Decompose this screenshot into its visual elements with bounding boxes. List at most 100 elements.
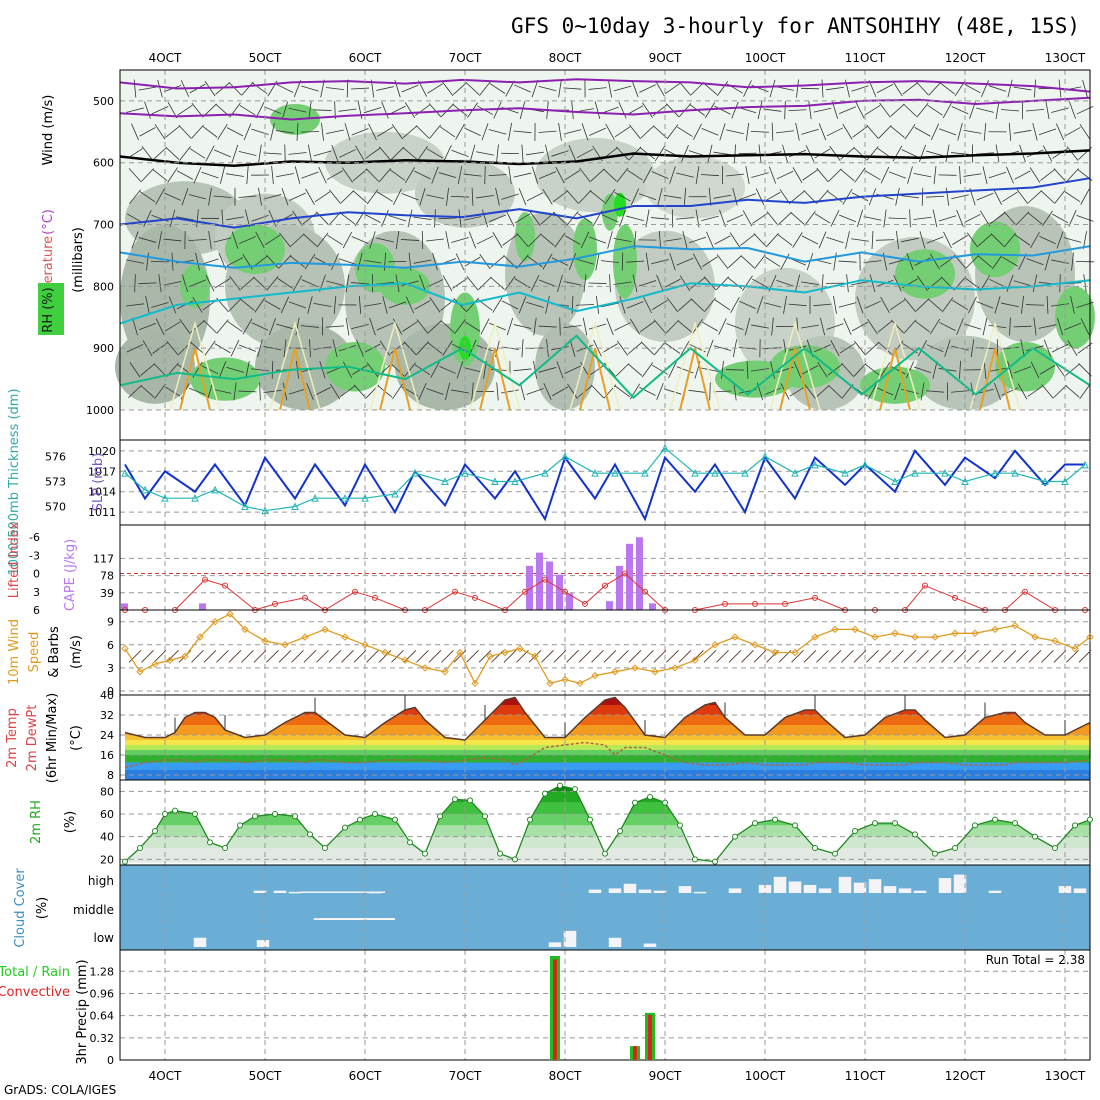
wind-barb	[1083, 231, 1087, 249]
wind-barb	[243, 123, 252, 141]
wind-barb	[1051, 303, 1069, 307]
wind-barb	[389, 169, 406, 181]
wind-barb	[342, 167, 353, 183]
wind-barb	[131, 231, 139, 249]
wind-barb	[164, 386, 181, 397]
ylabel-li: Lifted Index	[7, 521, 22, 598]
surface-wind-barb	[391, 650, 404, 663]
wind-barb	[889, 365, 906, 375]
wind-barb	[545, 144, 550, 163]
wind-speed-marker	[911, 633, 919, 641]
thickness-marker	[541, 469, 549, 477]
rh-marker	[162, 811, 168, 817]
wind-barb	[866, 146, 879, 161]
wind-barb	[316, 211, 329, 226]
wind-barb	[725, 369, 745, 371]
wind-barb	[356, 339, 364, 357]
high-cloud-bar	[788, 881, 802, 893]
surface-wind-barb	[791, 650, 804, 663]
wind-barb	[178, 124, 192, 139]
isotherm-line	[119, 334, 1091, 399]
rh-marker	[587, 816, 593, 823]
precip-convective-bar	[648, 1014, 652, 1060]
wind-speed-marker	[241, 625, 249, 634]
wind-barb	[519, 101, 526, 119]
wind-speed-marker	[486, 652, 494, 661]
thickness-marker	[411, 469, 419, 477]
wind-barb	[970, 339, 975, 358]
surface-wind-barb	[978, 650, 992, 663]
wind-barb	[896, 231, 899, 249]
isotherm-line	[119, 245, 1091, 269]
wind-barb	[327, 234, 343, 246]
wind-barb	[526, 301, 544, 308]
wind-barb	[977, 233, 993, 247]
wind-barb	[251, 215, 269, 222]
wind-barb	[616, 146, 629, 161]
wind-barb	[813, 107, 832, 113]
wind-barb	[1054, 362, 1066, 378]
wind-barb	[869, 274, 876, 293]
y-tick-label: 600	[93, 157, 114, 170]
rh-high-shade	[380, 267, 430, 305]
wind-barb	[531, 79, 539, 98]
surface-wind-barb	[353, 650, 367, 663]
wind-barb	[413, 259, 432, 264]
wind-barb	[542, 188, 553, 205]
panel-frame	[119, 949, 1091, 1061]
wind-barb	[652, 364, 668, 375]
wind-barb	[921, 187, 924, 206]
wind-tick: 6	[107, 639, 114, 652]
li-line	[125, 572, 1085, 611]
wind-barb	[988, 367, 1007, 372]
wind-barb	[440, 320, 455, 333]
li-marker	[302, 594, 308, 601]
wind-barb	[665, 103, 680, 117]
wind-barb	[343, 361, 352, 378]
wind-barb	[827, 191, 843, 203]
high-cloud-bar	[1058, 886, 1072, 893]
wind-barb	[701, 321, 719, 332]
wind-barb	[564, 365, 581, 374]
wind-barb	[1041, 384, 1054, 399]
wind-barb	[590, 384, 605, 399]
wind-barb	[376, 322, 394, 331]
wind-barb	[493, 101, 502, 119]
high-cloud-bar	[773, 876, 787, 893]
wind-barb	[783, 295, 787, 314]
wind-barb	[538, 367, 557, 373]
rh-marker	[1072, 822, 1078, 829]
surface-wind-barb	[203, 650, 217, 663]
wind-barb	[439, 365, 456, 374]
surface-wind-barb	[141, 650, 154, 663]
wind-barb	[480, 318, 490, 335]
wind-barb	[189, 148, 206, 159]
wind-barb	[1013, 366, 1032, 374]
surface-wind-barb	[641, 650, 654, 663]
slp-tick: 1017	[88, 465, 116, 478]
wind-barb	[208, 187, 212, 206]
wind-barb	[1007, 361, 1013, 379]
wind-barb	[203, 319, 217, 334]
surface-wind-barb	[1066, 650, 1079, 663]
wind-barb	[1079, 383, 1091, 399]
wind-barb	[994, 382, 1001, 401]
wind-barb	[426, 279, 444, 288]
wind-barb	[1030, 231, 1040, 249]
wind-barb	[664, 278, 681, 288]
wind-barb	[769, 79, 776, 98]
wind-barb	[314, 387, 331, 396]
wind-barb	[431, 166, 439, 184]
wind-barb	[1026, 108, 1044, 112]
temp-band	[125, 725, 1090, 735]
wind-barb	[625, 260, 645, 263]
rh-marker	[992, 816, 998, 823]
surface-wind-barb	[628, 650, 642, 663]
cape-bar	[536, 552, 543, 610]
wind-barb	[513, 130, 532, 134]
ylabel-slp: SLP (mb)	[91, 453, 106, 512]
wind-barb	[793, 361, 802, 379]
wind-barb	[514, 84, 531, 93]
wind-barb	[1042, 210, 1053, 227]
thickness-marker	[311, 494, 319, 502]
